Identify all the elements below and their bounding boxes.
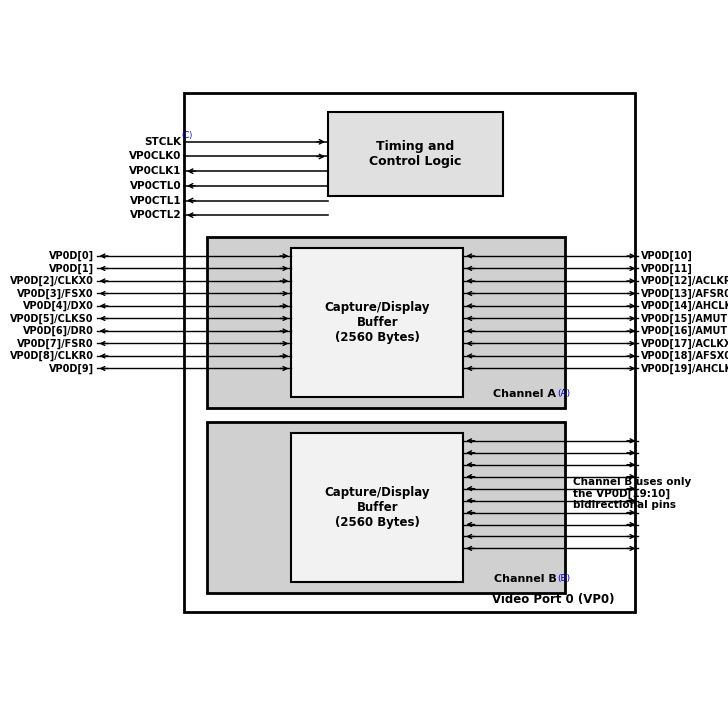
Text: VP0D[14]/AHCLKR0: VP0D[14]/AHCLKR0 <box>641 301 728 311</box>
Bar <box>291 248 463 397</box>
Text: VP0D[1]: VP0D[1] <box>49 263 94 274</box>
Text: Capture/Display
Buffer
(2560 Bytes): Capture/Display Buffer (2560 Bytes) <box>325 301 430 344</box>
Text: (A): (A) <box>557 389 570 398</box>
Text: (C): (C) <box>182 131 193 140</box>
Bar <box>207 237 565 408</box>
Text: VP0CLK0: VP0CLK0 <box>129 152 181 162</box>
Text: VP0CTL2: VP0CTL2 <box>130 210 181 220</box>
Text: VP0D[7]/FSR0: VP0D[7]/FSR0 <box>17 338 94 349</box>
Text: VP0D[12]/ACLKR0: VP0D[12]/ACLKR0 <box>641 276 728 286</box>
Text: VP0CLK1: VP0CLK1 <box>129 166 181 176</box>
Text: Channel A: Channel A <box>494 390 556 400</box>
Text: VP0D[18]/AFSX0: VP0D[18]/AFSX0 <box>641 351 728 361</box>
Text: VP0D[8]/CLKR0: VP0D[8]/CLKR0 <box>9 351 94 361</box>
Text: Channel B uses only
the VP0D[19:10]
bidirectional pins: Channel B uses only the VP0D[19:10] bidi… <box>574 477 692 510</box>
Bar <box>291 433 463 582</box>
Text: VP0D[15]/AMUTEIN0: VP0D[15]/AMUTEIN0 <box>641 313 728 323</box>
Text: VP0CTL1: VP0CTL1 <box>130 196 181 205</box>
Text: VP0D[17]/ACLKX0: VP0D[17]/ACLKX0 <box>641 338 728 349</box>
Text: VP0D[2]/CLKX0: VP0D[2]/CLKX0 <box>10 276 94 286</box>
Text: VP0D[16]/AMUTE0: VP0D[16]/AMUTE0 <box>641 326 728 336</box>
Bar <box>328 112 503 196</box>
Text: Timing and
Control Logic: Timing and Control Logic <box>369 140 462 168</box>
Bar <box>207 421 565 593</box>
Text: VP0D[9]: VP0D[9] <box>49 364 94 373</box>
Text: Channel B: Channel B <box>494 574 556 585</box>
Text: VP0D[13]/AFSR0: VP0D[13]/AFSR0 <box>641 288 728 299</box>
Text: STCLK: STCLK <box>144 137 181 147</box>
Text: VP0D[5]/CLKS0: VP0D[5]/CLKS0 <box>10 313 94 323</box>
Text: VP0D[4]/DX0: VP0D[4]/DX0 <box>23 301 94 311</box>
Text: Video Port 0 (VP0): Video Port 0 (VP0) <box>492 592 615 606</box>
Text: Capture/Display
Buffer
(2560 Bytes): Capture/Display Buffer (2560 Bytes) <box>325 486 430 529</box>
Text: VP0D[3]/FSX0: VP0D[3]/FSX0 <box>17 288 94 299</box>
Text: (B): (B) <box>557 574 570 582</box>
Text: VP0D[6]/DR0: VP0D[6]/DR0 <box>23 326 94 336</box>
Text: VP0D[0]: VP0D[0] <box>49 251 94 261</box>
Text: VP0CTL0: VP0CTL0 <box>130 181 181 191</box>
Bar <box>184 93 636 612</box>
Text: VP0D[10]: VP0D[10] <box>641 251 693 261</box>
Text: VP0D[11]: VP0D[11] <box>641 263 693 274</box>
Text: VP0D[19]/AHCLKX0: VP0D[19]/AHCLKX0 <box>641 364 728 373</box>
